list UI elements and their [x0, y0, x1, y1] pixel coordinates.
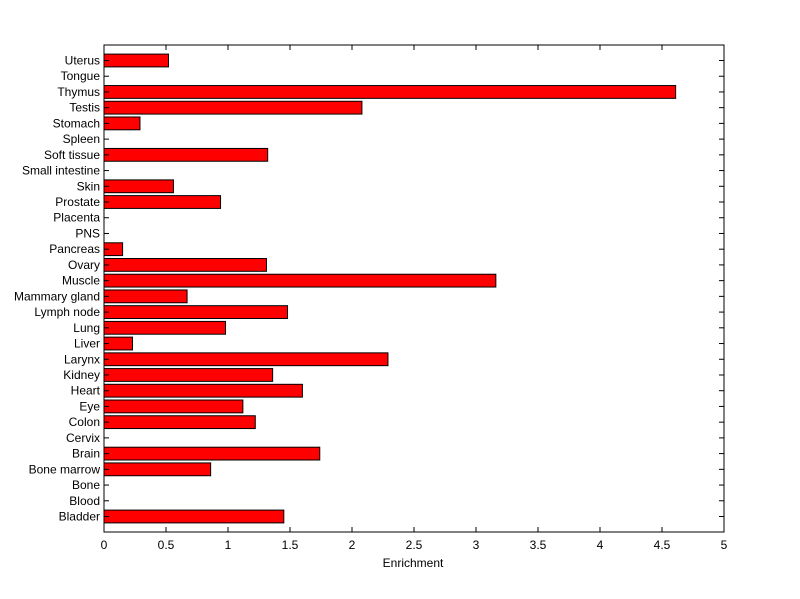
y-tick-label: Tongue — [61, 69, 101, 83]
bar-stomach — [103, 116, 141, 131]
x-tick-label: 3.5 — [530, 538, 547, 552]
bar-heart — [103, 383, 303, 398]
x-tick-label: 5 — [721, 538, 728, 552]
y-tick-label: Eye — [79, 399, 100, 413]
y-tick-label: Cervix — [66, 431, 100, 445]
plot-frame — [103, 44, 725, 533]
bar-larynx — [103, 352, 389, 367]
y-tick-label: Stomach — [53, 116, 100, 130]
y-tick-label: Muscle — [62, 274, 100, 288]
y-tick-label: Liver — [74, 337, 100, 351]
y-tick-label: Bladder — [59, 510, 100, 524]
y-tick-label: Small intestine — [22, 164, 100, 178]
x-tick-label: 1 — [225, 538, 232, 552]
bar-uterus — [103, 53, 169, 68]
y-tick-label: Blood — [69, 494, 100, 508]
y-tick-label: PNS — [75, 226, 100, 240]
x-tick-label: 0.5 — [158, 538, 175, 552]
bar-thymus — [103, 85, 677, 99]
y-tick-label: Ovary — [68, 258, 100, 272]
bar-muscle — [103, 273, 497, 288]
x-tick-label: 1.5 — [282, 538, 299, 552]
x-tick-label: 2 — [349, 538, 356, 552]
y-tick-label: Placenta — [53, 211, 100, 225]
bar-eye — [103, 399, 244, 414]
bar-brain — [103, 446, 321, 461]
y-tick-label: Bone marrow — [29, 462, 101, 476]
y-tick-label: Testis — [69, 101, 100, 115]
y-tick-label: Larynx — [64, 352, 100, 366]
x-tick-label: 2.5 — [406, 538, 423, 552]
y-tick-label: Thymus — [57, 85, 100, 99]
x-axis-label: Enrichment — [383, 556, 444, 570]
bar-bone-marrow — [103, 462, 212, 477]
bar-skin — [103, 179, 174, 194]
y-tick-label: Prostate — [55, 195, 100, 209]
ticks-group — [103, 45, 725, 532]
bar-lymph-node — [103, 305, 289, 319]
y-tick-label: Skin — [77, 179, 100, 193]
y-tick-label: Colon — [69, 415, 100, 429]
y-tick-label: Mammary gland — [14, 289, 100, 303]
bar-ovary — [103, 258, 267, 272]
x-tick-labels: 0 0.5 1 1.5 2 2.5 3 3.5 4 4.5 5 — [101, 538, 728, 552]
bar-lung — [103, 320, 227, 335]
y-tick-label: Brain — [72, 447, 100, 461]
bar-kidney — [103, 368, 274, 382]
bar-mammary-gland — [103, 289, 188, 304]
y-tick-label: Heart — [71, 384, 101, 398]
x-tick-label: 4.5 — [654, 538, 671, 552]
bar-testis — [103, 100, 363, 115]
bar-soft-tissue — [103, 147, 269, 162]
y-tick-label: Kidney — [63, 368, 100, 382]
y-tick-label: Uterus — [65, 54, 100, 68]
bar-bladder — [103, 509, 285, 524]
x-tick-label: 4 — [597, 538, 604, 552]
bar-prostate — [103, 195, 222, 209]
y-tick-label: Lung — [73, 321, 100, 335]
x-tick-label: 0 — [101, 538, 108, 552]
y-tick-label: Bone — [72, 478, 100, 492]
y-tick-label: Soft tissue — [44, 148, 100, 162]
y-tick-label: Lymph node — [34, 305, 100, 319]
y-tick-label: Spleen — [63, 132, 100, 146]
x-tick-label: 3 — [473, 538, 480, 552]
bar-colon — [103, 415, 256, 430]
y-tick-label: Pancreas — [49, 242, 100, 256]
